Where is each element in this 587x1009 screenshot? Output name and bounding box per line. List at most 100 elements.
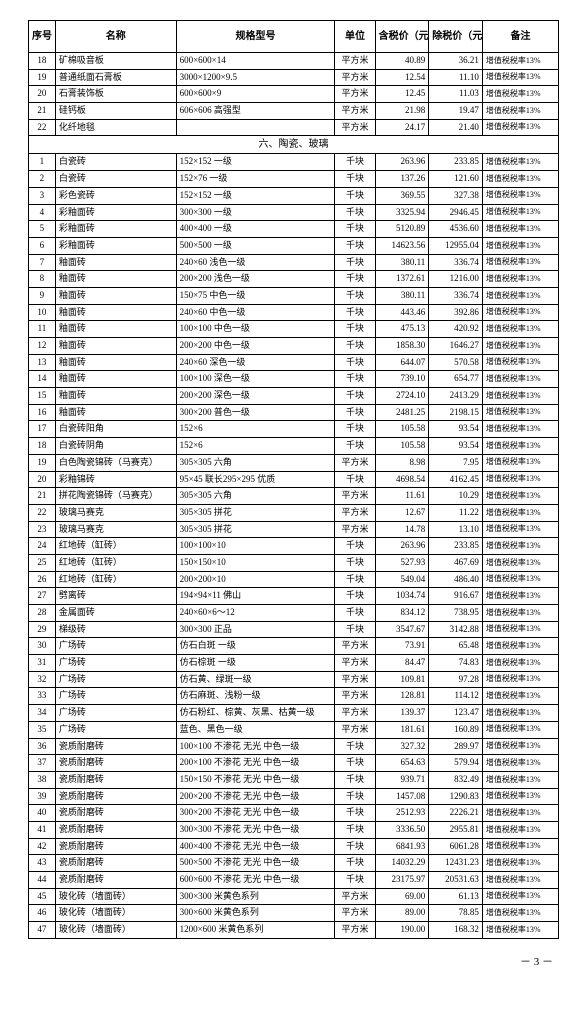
cell-spec: 300×200 不渗花 无光 中色一级 (176, 805, 335, 822)
cell-unit: 平方米 (335, 638, 375, 655)
cell-name: 釉面砖 (55, 321, 176, 338)
cell-spec: 600×600×14 (176, 53, 335, 70)
table-row: 35广场砖蓝色、黑色一级平方米181.61160.89增值税税率13% (29, 721, 559, 738)
cell-p1: 14032.29 (375, 855, 429, 872)
cell-p1: 190.00 (375, 922, 429, 939)
cell-p1: 12.45 (375, 86, 429, 103)
cell-seq: 22 (29, 504, 56, 521)
cell-p1: 654.63 (375, 755, 429, 772)
cell-seq: 15 (29, 388, 56, 405)
table-row: 9釉面砖150×75 中色一级千块380.11336.74增值税税率13% (29, 287, 559, 304)
cell-p2: 2226.21 (429, 805, 483, 822)
cell-note: 增值税税率13% (482, 905, 558, 922)
cell-spec: 305×305 六角 (176, 488, 335, 505)
cell-unit: 平方米 (335, 655, 375, 672)
col-spec: 规格型号 (176, 21, 335, 53)
cell-spec: 305×305 拼花 (176, 521, 335, 538)
cell-spec: 400×400 一级 (176, 221, 335, 238)
cell-note: 增值税税率13% (482, 171, 558, 188)
col-note: 备注 (482, 21, 558, 53)
table-row: 1白瓷砖152×152 一级千块263.96233.85增值税税率13% (29, 154, 559, 171)
cell-seq: 7 (29, 254, 56, 271)
cell-seq: 13 (29, 354, 56, 371)
cell-unit: 千块 (335, 271, 375, 288)
cell-note: 增值税税率13% (482, 221, 558, 238)
cell-seq: 47 (29, 922, 56, 939)
table-row: 19普通纸面石膏板3000×1200×9.5平方米12.5411.10增值税税率… (29, 69, 559, 86)
cell-note: 增值税税率13% (482, 588, 558, 605)
cell-note: 增值税税率13% (482, 254, 558, 271)
cell-seq: 20 (29, 86, 56, 103)
cell-seq: 29 (29, 621, 56, 638)
cell-seq: 37 (29, 755, 56, 772)
cell-p2: 4536.60 (429, 221, 483, 238)
cell-unit: 千块 (335, 371, 375, 388)
cell-note: 增值税税率13% (482, 755, 558, 772)
cell-unit: 千块 (335, 421, 375, 438)
cell-unit: 千块 (335, 571, 375, 588)
cell-name: 白瓷砖阴角 (55, 438, 176, 455)
cell-note: 增值税税率13% (482, 621, 558, 638)
cell-name: 矿棉吸音板 (55, 53, 176, 70)
cell-name: 瓷质耐磨砖 (55, 755, 176, 772)
cell-p2: 160.89 (429, 721, 483, 738)
cell-p1: 834.12 (375, 605, 429, 622)
cell-seq: 8 (29, 271, 56, 288)
cell-name: 釉面砖 (55, 304, 176, 321)
cell-note: 增值税税率13% (482, 338, 558, 355)
table-row: 25红地砖（缸砖）150×150×10千块527.93467.69增值税税率13… (29, 554, 559, 571)
cell-note: 增值税税率13% (482, 204, 558, 221)
cell-name: 红地砖（缸砖） (55, 571, 176, 588)
cell-p1: 1372.61 (375, 271, 429, 288)
cell-note: 增值税税率13% (482, 454, 558, 471)
cell-note: 增值税税率13% (482, 388, 558, 405)
cell-note: 增值税税率13% (482, 404, 558, 421)
cell-spec: 100×100 中色一级 (176, 321, 335, 338)
cell-spec: 200×200 不渗花 无光 中色一级 (176, 788, 335, 805)
cell-p2: 121.60 (429, 171, 483, 188)
cell-name: 釉面砖 (55, 338, 176, 355)
cell-spec: 194×94×11 佛山 (176, 588, 335, 605)
cell-p1: 137.26 (375, 171, 429, 188)
cell-seq: 30 (29, 638, 56, 655)
cell-p2: 289.97 (429, 738, 483, 755)
cell-seq: 24 (29, 538, 56, 555)
cell-seq: 27 (29, 588, 56, 605)
cell-spec: 305×305 拼花 (176, 504, 335, 521)
table-row: 26红地砖（缸砖）200×200×10千块549.04486.40增值税税率13… (29, 571, 559, 588)
cell-p1: 8.98 (375, 454, 429, 471)
table-row: 7釉面砖240×60 浅色一级千块380.11336.74增值税税率13% (29, 254, 559, 271)
cell-p1: 644.07 (375, 354, 429, 371)
cell-note: 增值税税率13% (482, 705, 558, 722)
cell-p1: 327.32 (375, 738, 429, 755)
cell-unit: 千块 (335, 204, 375, 221)
cell-seq: 42 (29, 838, 56, 855)
cell-p1: 939.71 (375, 771, 429, 788)
cell-seq: 11 (29, 321, 56, 338)
cell-p2: 10.29 (429, 488, 483, 505)
table-row: 21拼花陶瓷锦砖（马赛克）305×305 六角平方米11.6110.29增值税税… (29, 488, 559, 505)
cell-p1: 23175.97 (375, 872, 429, 889)
cell-p1: 527.93 (375, 554, 429, 571)
cell-spec: 240×60 中色一级 (176, 304, 335, 321)
cell-p2: 19.47 (429, 103, 483, 120)
table-row: 8釉面砖200×200 浅色一级千块1372.611216.00增值税税率13% (29, 271, 559, 288)
table-row: 14釉面砖100×100 深色一级千块739.10654.77增值税税率13% (29, 371, 559, 388)
table-row: 20石膏装饰板600×600×9平方米12.4511.03增值税税率13% (29, 86, 559, 103)
cell-spec: 152×6 (176, 438, 335, 455)
cell-note: 增值税税率13% (482, 488, 558, 505)
cell-p1: 128.81 (375, 688, 429, 705)
cell-unit: 千块 (335, 187, 375, 204)
cell-spec: 152×6 (176, 421, 335, 438)
cell-unit: 平方米 (335, 119, 375, 136)
cell-p2: 916.67 (429, 588, 483, 605)
cell-note: 增值税税率13% (482, 304, 558, 321)
cell-seq: 45 (29, 888, 56, 905)
table-row: 17白瓷砖阳角152×6千块105.5893.54增值税税率13% (29, 421, 559, 438)
cell-p1: 69.00 (375, 888, 429, 905)
cell-name: 釉面砖 (55, 388, 176, 405)
cell-spec: 仿石麻斑、浅粉一级 (176, 688, 335, 705)
cell-note: 增值税税率13% (482, 771, 558, 788)
cell-name: 釉面砖 (55, 371, 176, 388)
table-header-row: 序号 名称 规格型号 单位 含税价（元） 除税价（元） 备注 (29, 21, 559, 53)
